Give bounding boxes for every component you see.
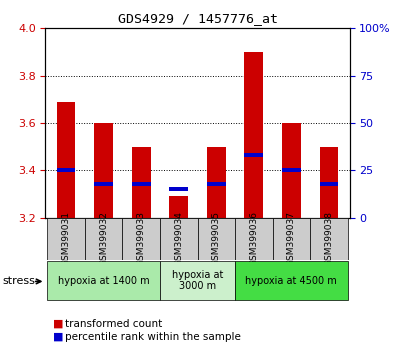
- Bar: [169, 187, 188, 191]
- Text: GSM399035: GSM399035: [212, 211, 221, 267]
- Text: GSM399038: GSM399038: [324, 211, 333, 267]
- Bar: [94, 123, 113, 218]
- Text: hypoxia at 4500 m: hypoxia at 4500 m: [246, 275, 337, 286]
- Bar: [160, 218, 198, 260]
- Text: GSM399033: GSM399033: [137, 211, 146, 267]
- Text: transformed count: transformed count: [65, 319, 162, 329]
- Text: GSM399036: GSM399036: [249, 211, 258, 267]
- Bar: [198, 218, 235, 260]
- Text: hypoxia at
3000 m: hypoxia at 3000 m: [172, 270, 223, 291]
- Bar: [160, 261, 235, 300]
- Bar: [169, 196, 188, 218]
- Bar: [245, 153, 263, 157]
- Text: GSM399037: GSM399037: [287, 211, 296, 267]
- Bar: [235, 218, 273, 260]
- Bar: [207, 147, 226, 218]
- Bar: [94, 182, 113, 185]
- Text: hypoxia at 1400 m: hypoxia at 1400 m: [58, 275, 149, 286]
- Bar: [282, 169, 301, 172]
- Bar: [47, 261, 160, 300]
- Text: ■: ■: [53, 319, 64, 329]
- Text: GSM399032: GSM399032: [99, 211, 108, 267]
- Text: stress: stress: [2, 276, 35, 286]
- Text: GDS4929 / 1457776_at: GDS4929 / 1457776_at: [117, 12, 278, 25]
- Bar: [57, 169, 75, 172]
- Bar: [320, 147, 338, 218]
- Bar: [207, 182, 226, 185]
- Bar: [310, 218, 348, 260]
- Text: GSM399031: GSM399031: [62, 211, 71, 267]
- Bar: [132, 182, 150, 185]
- Bar: [57, 102, 75, 218]
- Bar: [47, 218, 85, 260]
- Bar: [132, 147, 150, 218]
- Bar: [320, 182, 338, 185]
- Bar: [245, 52, 263, 218]
- Text: GSM399034: GSM399034: [174, 211, 183, 267]
- Bar: [282, 123, 301, 218]
- Bar: [85, 218, 122, 260]
- Bar: [122, 218, 160, 260]
- Bar: [273, 218, 310, 260]
- Bar: [235, 261, 348, 300]
- Text: ■: ■: [53, 332, 64, 342]
- Text: percentile rank within the sample: percentile rank within the sample: [65, 332, 241, 342]
